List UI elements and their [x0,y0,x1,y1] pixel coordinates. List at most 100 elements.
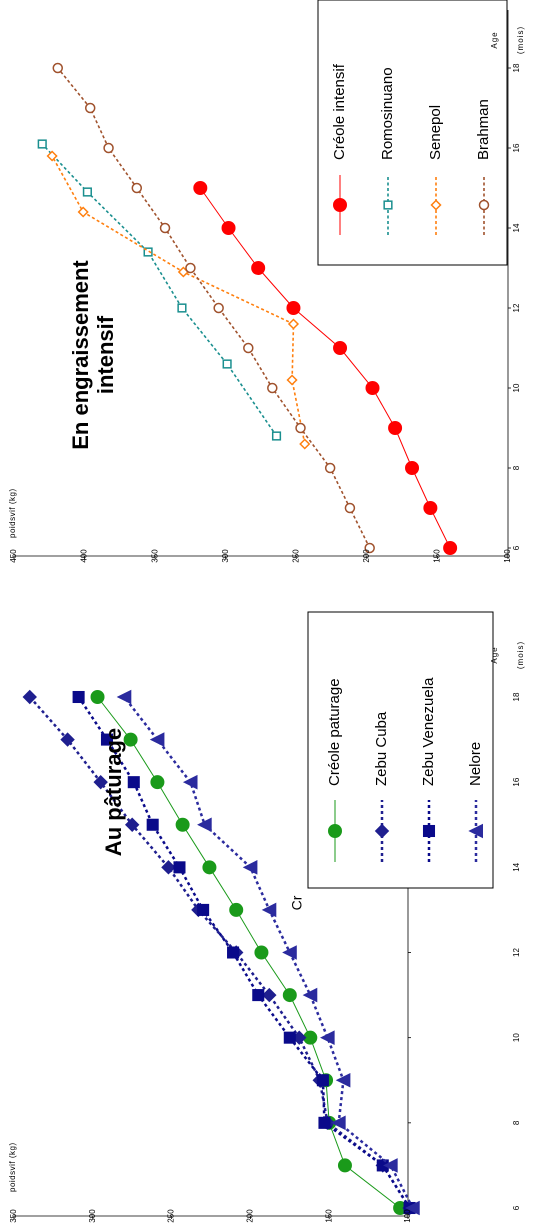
chart-title: intensif [93,315,118,394]
marker [252,262,265,275]
legend-label: Nelore [467,742,484,786]
marker [334,342,347,355]
page: 100 150 200 250 300 350 6 8 10 12 14 16 18 poidsvif (… [0,0,533,1224]
x-tick-label: 12 [512,303,521,312]
marker [128,777,139,788]
marker [283,989,296,1002]
marker [104,144,113,153]
marker [161,224,170,233]
marker [284,1032,295,1043]
x-tick-label: 6 [512,545,521,550]
marker [283,946,296,959]
marker [288,376,297,385]
marker [147,819,158,830]
x-axis-label: Age [490,31,499,48]
marker [162,861,175,874]
marker [53,64,62,73]
y-tick-label: 350 [9,1209,18,1223]
x-tick-label: 18 [512,692,521,701]
marker [326,464,335,473]
x-axis-label: Age [490,646,499,663]
marker [124,733,137,746]
legend-marker [480,201,489,210]
x-tick-label: 10 [512,1033,521,1042]
x-axis-unit: (mois) [516,26,525,54]
x-tick-label: 16 [512,143,521,152]
y-tick-label: 100 [403,1209,412,1223]
legend-label: Créole intensif [331,63,348,160]
marker [244,344,253,353]
chart-title: En engraissement [68,260,93,450]
marker [296,424,305,433]
marker [48,152,57,161]
y-tick-label: 250 [167,1209,176,1223]
legend-label: Zebu Cuba [373,711,390,786]
marker [273,432,281,440]
legend-marker [334,199,347,212]
marker [444,542,457,555]
legend-label: Senepol [427,105,444,160]
x-axis-unit: (mois) [516,641,525,669]
x-tick-label: 10 [512,383,521,392]
marker [263,903,276,916]
y-tick-label: 150 [324,1209,333,1223]
marker [317,1075,328,1086]
marker [203,861,216,874]
y-tick-label: 150 [433,549,442,563]
x-tick-label: 8 [512,465,521,470]
y-tick-label: 400 [80,549,89,563]
marker [366,382,379,395]
marker [304,989,317,1002]
x-tick-label: 16 [512,777,521,786]
legend-label: Brahman [475,99,492,160]
marker [263,989,276,1002]
y-tick-label: 350 [150,549,159,563]
legend-label: Romosinuano [379,67,396,160]
marker [214,304,223,313]
legend-marker [423,825,434,836]
marker [338,1159,351,1172]
y-tick-label: 200 [246,1209,255,1223]
marker [178,304,186,312]
x-tick-label: 18 [512,63,521,72]
marker [321,1031,334,1044]
marker [424,502,437,515]
y-axis-label: poidsvif (kg) [8,1142,17,1192]
marker [406,462,419,475]
y-tick-label: 100 [503,549,512,563]
marker [174,862,185,873]
y-tick-label: 300 [221,549,230,563]
marker [84,188,92,196]
marker [255,946,268,959]
y-tick-label: 200 [362,549,371,563]
x-tick-label: 6 [512,1205,521,1210]
marker [230,903,243,916]
marker [186,264,195,273]
marker [176,818,189,831]
legend-marker [329,825,342,838]
x-tick-label: 14 [512,223,521,232]
marker [198,818,211,831]
marker [253,990,264,1001]
marker [73,691,84,702]
marker [151,776,164,789]
marker [222,222,235,235]
marker [118,691,131,704]
marker [132,184,141,193]
legend-label: Créole paturage [326,678,343,786]
x-tick-label: 8 [512,1120,521,1125]
y-axis-label: poidsvif (kg) [8,488,17,538]
legend-label: Zebu Venezuela [420,677,437,786]
marker [91,691,104,704]
legend-marker [384,201,392,209]
chart-title: Au pâturage [101,728,126,856]
figure: 100 150 200 250 300 350 6 8 10 12 14 16 18 poidsvif (… [0,0,533,1224]
marker [319,1117,330,1128]
marker [194,182,207,195]
marker [268,384,277,393]
y-tick-label: 250 [291,549,300,563]
y-tick-label: 300 [88,1209,97,1223]
x-tick-label: 12 [512,948,521,957]
marker [86,104,95,113]
marker [223,360,231,368]
